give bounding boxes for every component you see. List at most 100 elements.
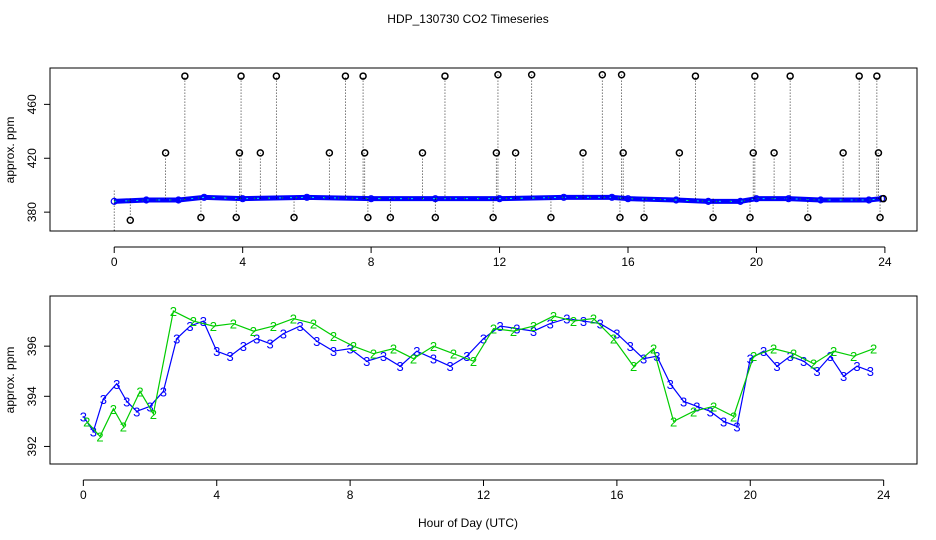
series-point-3: 3 xyxy=(186,319,193,334)
series-point-2: 2 xyxy=(690,404,697,419)
series-point-2: 2 xyxy=(850,349,857,364)
baseline-marker xyxy=(560,193,568,201)
baseline-cyan xyxy=(114,196,882,202)
series-point-2: 2 xyxy=(136,384,143,399)
spike-point xyxy=(360,149,369,157)
series-point-2: 2 xyxy=(410,352,417,367)
x-tick-label: 8 xyxy=(368,255,375,269)
series-point-3: 3 xyxy=(90,424,97,439)
spike-point xyxy=(181,72,189,80)
series-point-2: 2 xyxy=(810,357,817,372)
series-point-2: 2 xyxy=(790,347,797,362)
baseline-marker xyxy=(624,195,632,203)
series-point-3: 3 xyxy=(226,349,233,364)
spike-point xyxy=(839,149,847,157)
series-point-3: 3 xyxy=(867,364,874,379)
series-point-3: 3 xyxy=(480,332,487,347)
bottom-axes: 0 4 8 12 16 20 24 392 394 396 xyxy=(25,336,891,502)
spike-point xyxy=(359,72,367,80)
series-point-3: 3 xyxy=(813,364,820,379)
series-point-3: 3 xyxy=(346,342,353,357)
series-point-2: 2 xyxy=(470,354,477,369)
spike-point xyxy=(770,149,778,157)
spike-point xyxy=(232,213,240,222)
series-point-3: 3 xyxy=(430,352,437,367)
top-panel: 0 4 8 12 16 20 24 380 420 460 approx. ppm xyxy=(3,67,918,269)
series-point-3: 3 xyxy=(513,322,520,337)
series-point-3: 3 xyxy=(447,359,454,374)
x-tick-label: 4 xyxy=(213,488,220,502)
series-point-2: 2 xyxy=(150,407,157,422)
series-point-2: 2 xyxy=(650,342,657,357)
baseline-marker xyxy=(704,197,712,205)
series-point-3: 3 xyxy=(173,332,180,347)
spike-point xyxy=(598,70,607,79)
series-point-3: 3 xyxy=(667,377,674,392)
baseline-marker xyxy=(303,193,311,201)
series-point-3: 3 xyxy=(363,354,370,369)
series-point-3: 3 xyxy=(100,392,107,407)
series-point-2: 2 xyxy=(450,347,457,362)
baseline-marker xyxy=(174,196,183,204)
spike-point xyxy=(325,149,334,157)
series-point-3: 3 xyxy=(313,334,320,349)
series-point-3: 3 xyxy=(613,327,620,342)
series-point-3: 3 xyxy=(720,414,727,429)
series-point-3: 3 xyxy=(693,399,700,414)
spike-point xyxy=(709,213,717,222)
series-point-3: 3 xyxy=(760,344,767,359)
series-point-2: 2 xyxy=(83,414,90,429)
spike-point xyxy=(879,194,888,203)
series-point-3: 3 xyxy=(747,352,754,367)
x-tick-label: 12 xyxy=(477,488,491,502)
series-point-3: 3 xyxy=(547,317,554,332)
series-point-2: 2 xyxy=(770,342,777,357)
series-point-2: 2 xyxy=(370,347,377,362)
series-point-2: 2 xyxy=(730,409,737,424)
x-tick-label: 8 xyxy=(347,488,354,502)
series-point-2: 2 xyxy=(250,324,257,339)
series-point-2: 2 xyxy=(550,309,557,324)
bottom-plot-frame xyxy=(49,295,918,465)
spike-point xyxy=(197,213,205,222)
spike-point xyxy=(640,213,648,222)
series-point-3: 3 xyxy=(463,349,470,364)
x-tick-label: 0 xyxy=(80,488,87,502)
x-tick-label: 16 xyxy=(621,255,635,269)
baseline-marker xyxy=(817,196,825,204)
series-point-3: 3 xyxy=(160,384,167,399)
spike-point xyxy=(431,213,440,222)
y-tick-label: 380 xyxy=(25,202,39,222)
spike-point xyxy=(494,70,502,79)
series-point-2: 2 xyxy=(670,414,677,429)
series-point-3: 3 xyxy=(80,409,87,424)
series-point-3: 3 xyxy=(497,319,504,334)
top-ylabel: approx. ppm xyxy=(3,117,17,184)
series-point-3: 3 xyxy=(800,354,807,369)
spike-point xyxy=(256,149,265,157)
series-point-3: 3 xyxy=(213,344,220,359)
series-point-2: 2 xyxy=(170,304,177,319)
spike-point xyxy=(492,149,501,157)
series-point-2: 2 xyxy=(230,317,237,332)
x-tick-label: 16 xyxy=(610,488,624,502)
series-point-3: 3 xyxy=(240,339,247,354)
series-point-3: 3 xyxy=(787,349,794,364)
series-point-2: 2 xyxy=(610,332,617,347)
spike-point xyxy=(489,213,497,222)
series-point-3: 3 xyxy=(397,359,404,374)
spike-point xyxy=(616,213,624,222)
spike-point xyxy=(161,149,170,157)
x-tick-label: 20 xyxy=(744,488,758,502)
spike-point xyxy=(874,149,883,157)
y-tick-label: 392 xyxy=(25,436,39,456)
series-point-2: 2 xyxy=(490,322,497,337)
series-point-2: 2 xyxy=(510,324,517,339)
x-tick-label: 12 xyxy=(493,255,507,269)
series-point-3: 3 xyxy=(133,404,140,419)
y-tick-label: 396 xyxy=(25,336,39,356)
spike-point xyxy=(786,72,794,80)
spike-point xyxy=(126,216,135,224)
